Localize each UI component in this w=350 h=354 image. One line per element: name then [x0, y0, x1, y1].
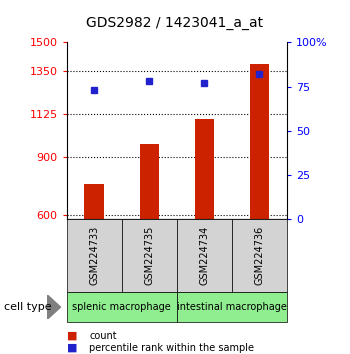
Text: count: count	[89, 331, 117, 341]
Bar	[84, 184, 104, 219]
Text: GSM224735: GSM224735	[144, 226, 154, 285]
Text: splenic macrophage: splenic macrophage	[72, 302, 171, 312]
Text: GSM224734: GSM224734	[199, 226, 209, 285]
Text: ■: ■	[66, 331, 77, 341]
Text: GSM224736: GSM224736	[254, 226, 265, 285]
Text: intestinal macrophage: intestinal macrophage	[177, 302, 287, 312]
Bar	[140, 144, 159, 219]
Text: ■: ■	[66, 343, 77, 353]
Text: percentile rank within the sample: percentile rank within the sample	[89, 343, 254, 353]
Text: cell type: cell type	[4, 302, 51, 312]
Text: GDS2982 / 1423041_a_at: GDS2982 / 1423041_a_at	[86, 16, 264, 30]
Bar	[250, 63, 269, 219]
Bar	[195, 119, 214, 219]
Polygon shape	[47, 295, 61, 319]
Text: GSM224733: GSM224733	[89, 226, 99, 285]
